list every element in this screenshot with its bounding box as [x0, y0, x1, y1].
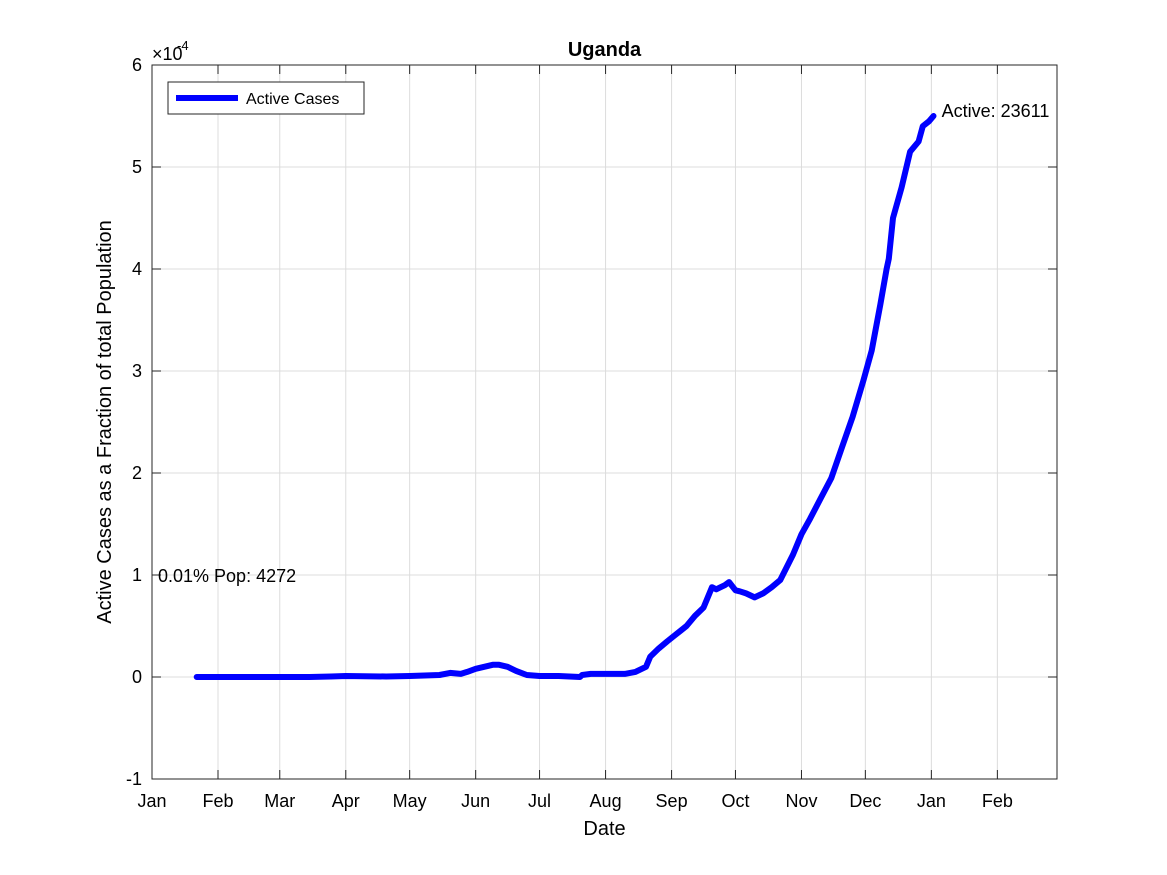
y-tick-label: 6: [132, 55, 142, 75]
y-tick-labels: -1 0 1 2 3 4 5 6: [126, 55, 142, 789]
grid-lines: [152, 65, 1057, 779]
x-tick-label: Sep: [656, 791, 688, 811]
chart-title: Uganda: [568, 39, 642, 61]
y-exponent-base: ×10: [152, 44, 183, 64]
plot-area: [152, 65, 1057, 779]
y-tick-label: 5: [132, 157, 142, 177]
x-tick-labels: Jan Feb Mar Apr May Jun Jul Aug Sep Oct Nov Dec Jan F…: [137, 791, 1012, 811]
axes-frame: [151, 64, 1058, 780]
x-tick-label: May: [393, 791, 427, 811]
y-tick-label: 3: [132, 361, 142, 381]
x-tick-label: Dec: [849, 791, 881, 811]
legend: Active Cases: [167, 81, 365, 115]
y-tick-label: 1: [132, 565, 142, 585]
x-tick-label: Apr: [332, 791, 360, 811]
y-exponent-power: -4: [177, 38, 189, 53]
x-tick-label: Mar: [264, 791, 295, 811]
annotation-population-threshold: 0.01% Pop: 4272: [158, 566, 296, 586]
x-tick-label: Aug: [590, 791, 622, 811]
x-tick-label: Jun: [461, 791, 490, 811]
x-tick-label: Feb: [982, 791, 1013, 811]
x-tick-label: Jul: [528, 791, 551, 811]
x-tick-label: Nov: [785, 791, 817, 811]
y-tick-label: 4: [132, 259, 142, 279]
x-axis-title: Date: [583, 818, 625, 840]
y-axis-exponent: ×10 -4: [152, 38, 189, 64]
y-tick-label: -1: [126, 769, 142, 789]
tick-marks: [151, 64, 1057, 780]
x-tick-label: Oct: [721, 791, 749, 811]
x-tick-label: Jan: [917, 791, 946, 811]
y-tick-label: 2: [132, 463, 142, 483]
series-layer: [193, 113, 937, 680]
y-axis-title: Active Cases as a Fraction of total Popu…: [94, 220, 116, 624]
y-tick-label: 0: [132, 667, 142, 687]
annotation-active-count: Active: 23611: [942, 101, 1050, 121]
x-tick-label: Jan: [137, 791, 166, 811]
series-line-active-cases: [193, 113, 937, 680]
x-tick-label: Feb: [202, 791, 233, 811]
legend-label-active-cases: Active Cases: [246, 91, 339, 108]
